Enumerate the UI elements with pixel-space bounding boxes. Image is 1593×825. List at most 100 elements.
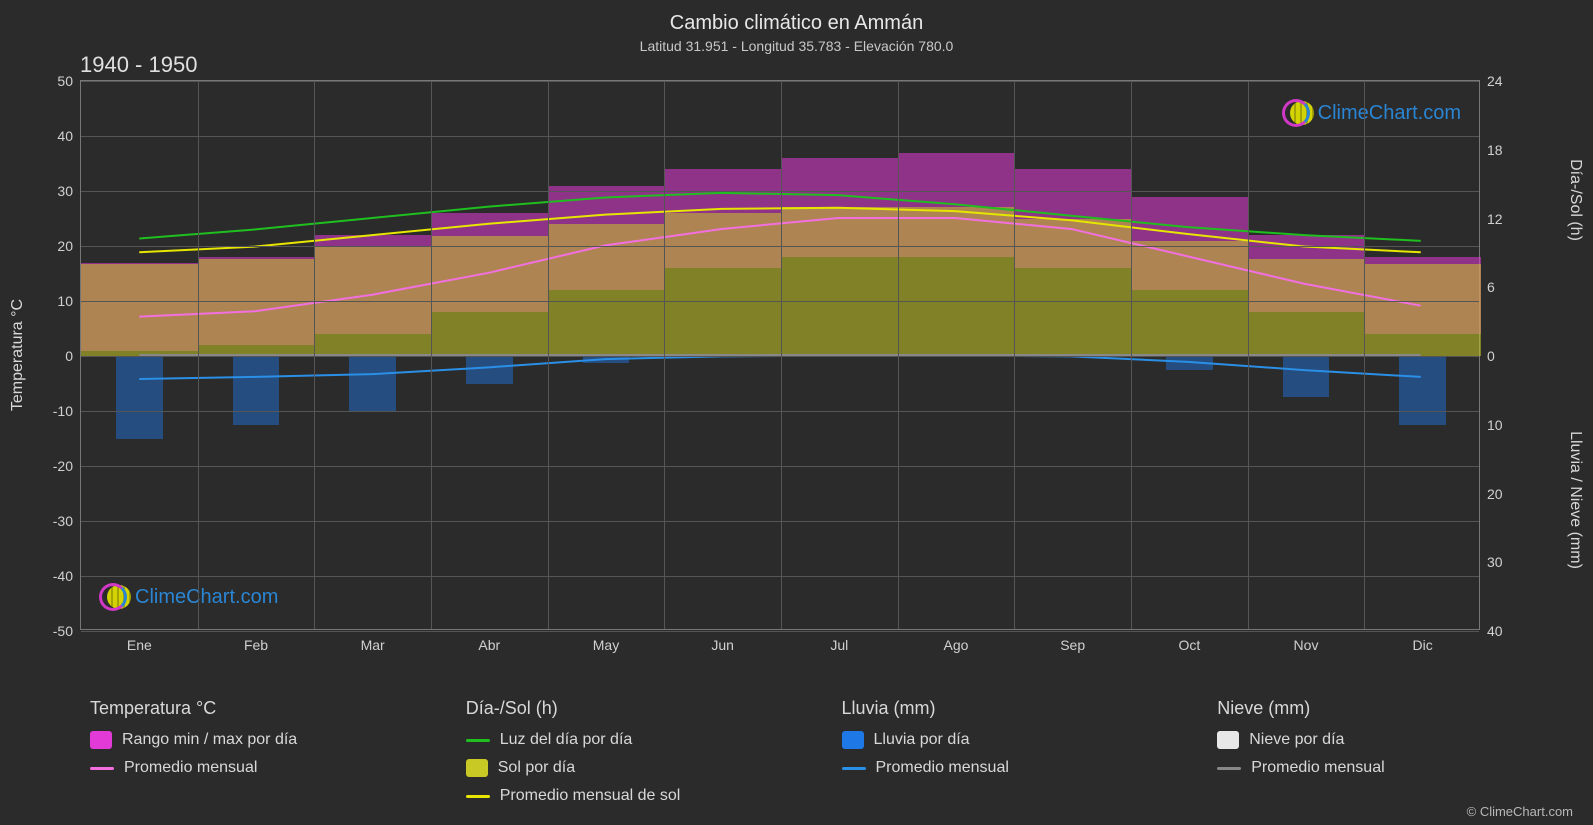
legend-item: Lluvia por día [842,731,1178,749]
grid-line-v [1364,81,1365,629]
x-month-tick: Mar [361,637,385,653]
period-label: 1940 - 1950 [80,52,197,78]
chart-title: Cambio climático en Ammán [0,12,1593,35]
y-right-bottom-tick: 40 [1487,623,1503,639]
grid-line-v [898,81,899,629]
legend-swatch [90,731,112,749]
y-right-top-tick: 24 [1487,73,1503,89]
grid-line-h [81,246,1479,247]
watermark-text: ClimeChart.com [1318,102,1461,125]
legend-group: Temperatura °C Rango min / max por día Pro… [90,698,426,805]
legend-item: Promedio mensual [90,759,426,777]
legend-label: Luz del día por día [500,731,633,749]
legend-item: Luz del día por día [466,731,802,749]
y-right-bottom-axis-label: Lluvia / Nieve (mm) [1566,431,1584,569]
legend-swatch [842,767,866,770]
legend-group: Lluvia (mm) Lluvia por día Promedio mensua… [842,698,1178,805]
y-left-tick: 40 [57,128,73,144]
y-right-top-axis-label: Día-/Sol (h) [1566,159,1584,241]
legend-label: Promedio mensual [124,759,257,777]
x-month-tick: Jul [830,637,848,653]
daylight-line [139,193,1421,241]
x-month-tick: Abr [478,637,500,653]
watermark-top: ClimeChart.com [1282,99,1461,127]
legend-label: Nieve por día [1249,731,1344,749]
y-left-tick: 0 [65,348,73,364]
legend-label: Rango min / max por día [122,731,297,749]
rain-mean-line [139,356,1421,379]
grid-line-v [431,81,432,629]
chart-subtitle: Latitud 31.951 - Longitud 35.783 - Eleva… [0,38,1593,54]
legend-item: Nieve por día [1217,731,1553,749]
legend-label: Lluvia por día [874,731,970,749]
x-month-tick: May [593,637,619,653]
grid-line-v [1131,81,1132,629]
legend-swatch [1217,767,1241,770]
legend-group-title: Día-/Sol (h) [466,698,802,719]
climate-chart: Cambio climático en Ammán Latitud 31.951… [0,0,1593,825]
y-left-axis-label: Temperatura °C [9,299,27,411]
legend-group-title: Lluvia (mm) [842,698,1178,719]
climechart-logo-icon [1282,99,1310,127]
y-left-tick: -10 [53,403,73,419]
plot-area: ClimeChart.com ClimeChart.com 5040302010… [80,80,1480,630]
grid-line-v [664,81,665,629]
grid-line-v [1248,81,1249,629]
grid-line-h [81,136,1479,137]
x-month-tick: Jun [711,637,734,653]
grid-line-h [81,81,1479,82]
grid-line-v [1014,81,1015,629]
y-left-tick: -30 [53,513,73,529]
x-month-tick: Oct [1178,637,1200,653]
watermark-bottom: ClimeChart.com [99,583,278,611]
legend-swatch [1217,731,1239,749]
x-month-tick: Ago [944,637,969,653]
grid-line-v [198,81,199,629]
grid-line-v [781,81,782,629]
grid-line-h [81,521,1479,522]
legend-swatch [466,759,488,777]
x-month-tick: Nov [1294,637,1319,653]
y-left-tick: 50 [57,73,73,89]
climechart-logo-icon [99,583,127,611]
legend-swatch [466,739,490,742]
y-right-top-tick: 12 [1487,211,1503,227]
x-month-tick: Dic [1413,637,1433,653]
legend-group: Día-/Sol (h) Luz del día por día Sol por d… [466,698,802,805]
grid-line-h [81,631,1479,632]
legend-swatch [842,731,864,749]
legend: Temperatura °C Rango min / max por día Pro… [90,698,1553,805]
legend-swatch [90,767,114,770]
y-left-tick: -20 [53,458,73,474]
y-left-tick: 10 [57,293,73,309]
grid-line-h [81,576,1479,577]
legend-label: Promedio mensual [1251,759,1384,777]
watermark-text: ClimeChart.com [135,586,278,609]
legend-item: Sol por día [466,759,802,777]
legend-group-title: Nieve (mm) [1217,698,1553,719]
legend-label: Promedio mensual [876,759,1009,777]
legend-group-title: Temperatura °C [90,698,426,719]
legend-item: Rango min / max por día [90,731,426,749]
y-right-top-tick: 18 [1487,142,1503,158]
legend-item: Promedio mensual de sol [466,787,802,805]
grid-line-h [81,301,1479,302]
grid-line-h [81,191,1479,192]
grid-line-v [548,81,549,629]
y-right-bottom-tick: 30 [1487,554,1503,570]
grid-line-h [81,411,1479,412]
line-layer [81,81,1479,629]
x-month-tick: Feb [244,637,268,653]
x-month-tick: Ene [127,637,152,653]
legend-item: Promedio mensual [1217,759,1553,777]
grid-line-v [314,81,315,629]
credit-text: © ClimeChart.com [1467,804,1573,819]
y-left-tick: 20 [57,238,73,254]
y-left-tick: -40 [53,568,73,584]
y-right-bottom-tick: 10 [1487,417,1503,433]
y-right-top-tick: 6 [1487,279,1495,295]
legend-item: Promedio mensual [842,759,1178,777]
x-month-tick: Sep [1060,637,1085,653]
grid-line-h [81,466,1479,467]
y-right-top-tick: 0 [1487,348,1495,364]
